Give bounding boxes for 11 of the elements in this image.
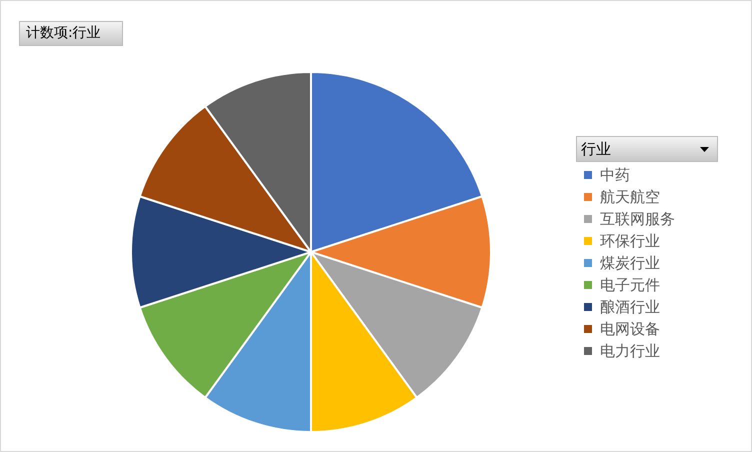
- legend-label: 环保行业: [600, 232, 660, 250]
- legend-label: 航天航空: [600, 188, 660, 206]
- chart-title: 计数项:行业: [19, 21, 123, 46]
- legend-label: 煤炭行业: [600, 254, 660, 272]
- legend-label: 电力行业: [600, 342, 660, 360]
- legend-label: 互联网服务: [600, 210, 675, 228]
- legend-label: 电网设备: [600, 320, 660, 338]
- legend-label: 电子元件: [600, 276, 660, 294]
- legend-label: 中药: [600, 166, 630, 184]
- legend-title: 行业: [581, 140, 611, 158]
- legend-label: 酿酒行业: [600, 298, 660, 316]
